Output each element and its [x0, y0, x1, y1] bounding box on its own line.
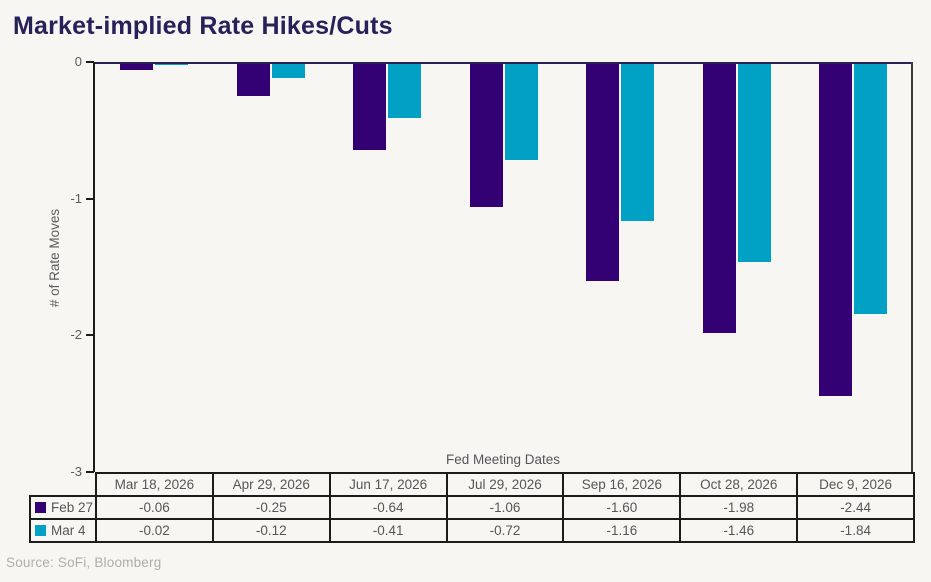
- legend-label: Mar 4: [51, 523, 86, 538]
- chart-title: Market-implied Rate Hikes/Cuts: [13, 12, 393, 40]
- y-tick-label: -2: [70, 327, 82, 343]
- y-axis-line: [93, 62, 95, 472]
- y-tick-mark: [86, 334, 94, 337]
- legend-swatch-icon: [35, 502, 46, 513]
- y-tick-label: -1: [70, 190, 82, 206]
- table-value-cell: -0.72: [445, 518, 565, 543]
- table-value-cell: -0.02: [95, 518, 214, 543]
- bar-mar4-7: [854, 62, 888, 314]
- table-value-cell: -1.60: [562, 495, 682, 520]
- bar-mar4-2: [271, 62, 305, 79]
- table-value-cell: -0.12: [211, 518, 331, 543]
- bar-mar4-3: [388, 62, 422, 118]
- bar-feb27-5: [586, 62, 620, 281]
- table-header-cell: Dec 9, 2026: [796, 472, 916, 497]
- table-header-row: Mar 18, 2026 Apr 29, 2026 Jun 17, 2026 Jul …: [30, 472, 916, 497]
- table-header-cell: Sep 16, 2026: [562, 472, 682, 497]
- data-table: Mar 18, 2026 Apr 29, 2026 Jun 17, 2026 Jul …: [29, 472, 916, 543]
- y-tick-mark: [86, 471, 94, 473]
- bar-mar4-6: [737, 62, 771, 262]
- table-value-cell: -0.41: [328, 518, 448, 543]
- table-value-cell: -0.64: [328, 495, 448, 520]
- table-value-cell: -1.84: [796, 518, 916, 543]
- bar-feb27-1: [120, 62, 154, 71]
- bar-feb27-4: [469, 62, 503, 207]
- bar-feb27-7: [819, 62, 853, 396]
- table-blank-cell: [30, 473, 96, 496]
- zero-baseline: [93, 62, 913, 64]
- table-row: Mar 4 -0.02 -0.12 -0.41 -0.72 -1.16 -1.46 -1.84: [29, 518, 916, 543]
- table-row: Feb 27 -0.06 -0.25 -0.64 -1.06 -1.60 -1.98 -2.4…: [29, 495, 916, 520]
- legend-label: Feb 27: [51, 500, 94, 515]
- bar-mar4-4: [504, 62, 538, 161]
- bar-mar4-5: [621, 62, 655, 221]
- x-axis-title: Fed Meeting Dates: [445, 452, 561, 467]
- plot-right-border: [911, 62, 913, 472]
- source-note: Source: SoFi, Bloomberg: [6, 555, 162, 570]
- table-value-cell: -1.46: [679, 518, 799, 543]
- table-value-cell: -0.06: [95, 495, 214, 520]
- table-value-cell: -1.16: [562, 518, 682, 543]
- y-tick-mark: [86, 61, 94, 63]
- legend-cell: Mar 4: [29, 518, 97, 543]
- table-value-cell: -1.06: [445, 495, 565, 520]
- bar-feb27-2: [236, 62, 270, 97]
- table-header-cell: Oct 28, 2026: [679, 472, 799, 497]
- bar-feb27-3: [353, 62, 387, 150]
- table-value-cell: -2.44: [796, 495, 916, 520]
- table-header-cell: Apr 29, 2026: [211, 472, 331, 497]
- table-header-cell: Mar 18, 2026: [95, 472, 214, 497]
- bar-feb27-6: [702, 62, 736, 333]
- y-tick-label: -3: [70, 464, 82, 479]
- table-value-cell: -0.25: [211, 495, 331, 520]
- table-value-cell: -1.98: [679, 495, 799, 520]
- table-header-cell: Jul 29, 2026: [445, 472, 565, 497]
- y-tick-label: 0: [74, 54, 82, 69]
- legend-swatch-icon: [35, 525, 46, 536]
- legend-cell: Feb 27: [29, 495, 97, 520]
- table-header-cell: Jun 17, 2026: [328, 472, 448, 497]
- y-tick-mark: [86, 197, 94, 200]
